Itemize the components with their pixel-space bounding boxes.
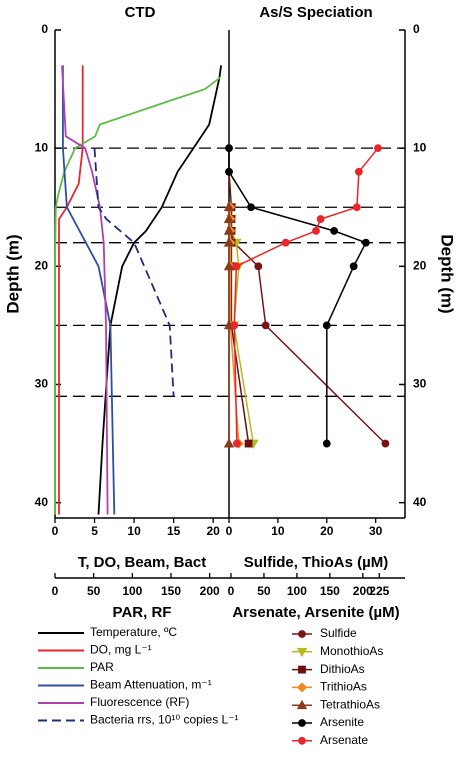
marker [381, 439, 390, 448]
y-tick-label: 0 [413, 22, 420, 36]
legend-label: MonothioAs [320, 644, 383, 658]
y-tick-label: 20 [413, 258, 427, 272]
x-tick-label: 0 [228, 584, 235, 598]
y-tick-label: 10 [413, 140, 427, 154]
y-tick-label: 30 [35, 377, 49, 391]
marker [223, 261, 235, 271]
legend-marker [298, 736, 306, 745]
y-tick-label: 40 [413, 495, 427, 509]
marker [374, 144, 382, 153]
y-tick-label: 30 [413, 377, 427, 391]
legend-marker [298, 665, 306, 674]
marker [281, 238, 290, 247]
legend-marker [296, 647, 308, 658]
legend-marker [298, 719, 306, 727]
profile-line [61, 65, 109, 515]
marker [223, 201, 235, 212]
x-tick-label: 150 [320, 584, 340, 598]
x2-axis-title: PAR, RF [113, 604, 172, 621]
marker [223, 213, 235, 223]
legend-label: Arsenate [320, 733, 368, 747]
marker [233, 439, 241, 448]
x-tick-label: 200 [353, 584, 373, 598]
profile-line [62, 65, 116, 515]
panel-title: CTD [125, 4, 156, 21]
marker [247, 203, 255, 212]
legend-label: PAR [90, 660, 114, 674]
profile-line [54, 76, 222, 515]
legend-marker [296, 699, 308, 710]
x-tick-label: 50 [87, 584, 101, 598]
x-axis-title: T, DO, Beam, Bact [78, 554, 206, 571]
legend-label: TetrathioAs [320, 697, 380, 711]
legend-label: Fluorescence (RF) [90, 695, 189, 709]
x-tick-label: 10 [271, 524, 285, 538]
x-tick-label: 225 [369, 584, 389, 598]
legend-label: Temperature, ºC [90, 625, 177, 639]
x-tick-label: 100 [287, 584, 307, 598]
x-tick-label: 0 [52, 524, 59, 538]
marker [223, 225, 235, 235]
marker [354, 167, 363, 176]
profile-line [93, 148, 175, 397]
legend-marker [296, 682, 308, 693]
x-tick-label: 100 [122, 584, 142, 598]
x2-axis-title: Arsenate, Arsenite (µM) [232, 604, 399, 621]
legend-label: Sulfide [320, 626, 357, 640]
marker [244, 439, 253, 448]
y-tick-label: 40 [35, 495, 49, 509]
marker [322, 439, 331, 448]
x-tick-label: 50 [257, 584, 271, 598]
x-tick-label: 5 [91, 524, 98, 538]
y-tick-label: 20 [35, 258, 49, 272]
y-axis-title: Depth (m) [3, 234, 22, 313]
marker [223, 438, 235, 448]
x-tick-label: 15 [167, 524, 181, 538]
marker [352, 203, 361, 212]
marker [232, 262, 241, 271]
x-tick-label: 150 [161, 584, 181, 598]
marker [361, 238, 370, 247]
panel-title: As/S Speciation [259, 4, 372, 21]
marker [312, 226, 320, 235]
x-tick-label: 0 [226, 524, 233, 538]
marker [223, 237, 235, 247]
x-tick-label: 0 [52, 584, 59, 598]
x-tick-label: 10 [127, 524, 141, 538]
y-tick-label: 0 [41, 22, 48, 36]
marker [316, 215, 325, 223]
marker [322, 321, 331, 330]
profile-line [233, 147, 379, 444]
y-axis-title: Depth (m) [438, 234, 457, 313]
x-axis-title: Sulfide, ThioAs (µM) [244, 554, 388, 571]
x-tick-label: 20 [207, 524, 221, 538]
marker [349, 262, 358, 271]
marker [225, 144, 233, 153]
profile-line [97, 65, 222, 515]
x-tick-label: 20 [320, 524, 334, 538]
y-tick-label: 10 [35, 140, 49, 154]
profile-line [228, 148, 386, 445]
x-tick-label: 30 [369, 524, 383, 538]
marker [330, 226, 339, 235]
marker [230, 321, 239, 330]
legend-label: DO, mg L⁻¹ [90, 643, 152, 657]
legend-label: DithioAs [320, 662, 365, 676]
legend-label: Beam Attenuation, m⁻¹ [90, 678, 212, 692]
marker [225, 167, 233, 176]
x-tick-label: 200 [200, 584, 220, 598]
legend-marker [298, 630, 306, 638]
profile-line [228, 148, 367, 444]
marker [261, 321, 270, 330]
legend-label: TrithioAs [320, 680, 367, 694]
legend-label: Arsenite [320, 715, 364, 729]
marker [254, 262, 263, 271]
legend-label: Bacteria rrs, 10¹⁰ copies L⁻¹ [90, 713, 239, 727]
